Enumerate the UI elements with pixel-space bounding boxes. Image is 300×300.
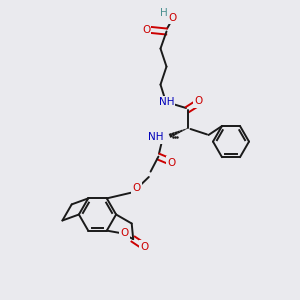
Text: NH: NH bbox=[159, 97, 174, 107]
Text: O: O bbox=[132, 183, 141, 194]
Text: O: O bbox=[194, 96, 203, 106]
Text: NH: NH bbox=[148, 132, 164, 142]
Text: O: O bbox=[168, 13, 177, 23]
Text: H: H bbox=[160, 8, 167, 19]
Text: O: O bbox=[142, 25, 150, 35]
Text: O: O bbox=[167, 158, 176, 168]
Text: O: O bbox=[140, 242, 149, 252]
Text: O: O bbox=[120, 228, 129, 238]
